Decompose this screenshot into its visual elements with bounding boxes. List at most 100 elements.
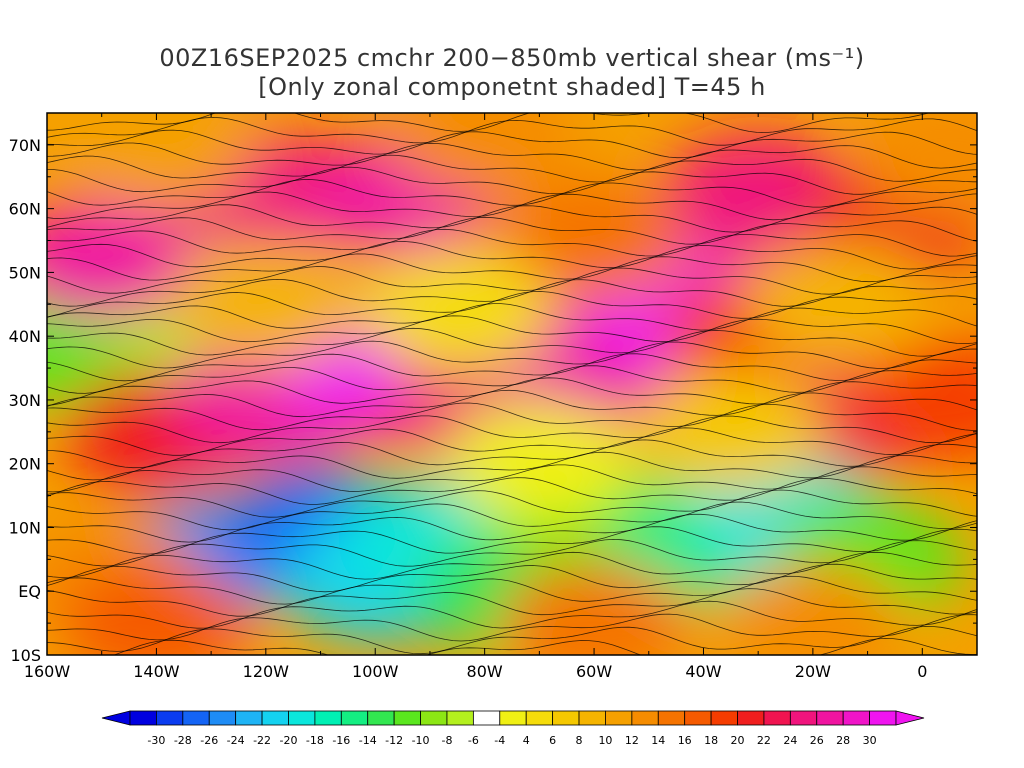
streamline-8 <box>47 204 977 233</box>
colorbar-swatch <box>208 710 237 726</box>
colorbar-swatch <box>578 710 606 726</box>
colorbar-label: -16 <box>332 734 350 747</box>
streamline-33 <box>47 513 977 543</box>
streamline-31 <box>47 489 977 518</box>
shear-region-36 <box>635 369 826 494</box>
colorbar-swatch <box>684 710 712 726</box>
colorbar-label: 28 <box>836 734 850 747</box>
lat-tick-label: 10S <box>10 646 41 665</box>
map-title-line-1: 00Z16SEP2025 cmchr 200−850mb vertical sh… <box>159 44 865 72</box>
colorbar-swatch <box>472 710 501 726</box>
colorbar-label: -8 <box>441 734 452 747</box>
colorbar-label: -26 <box>200 734 218 747</box>
colorbar-swatch <box>235 710 263 726</box>
streamline-37 <box>47 563 977 593</box>
shear-region-24 <box>47 197 197 322</box>
plot-area <box>47 113 977 655</box>
streamline-13 <box>47 266 977 295</box>
colorbar-label: 18 <box>704 734 718 747</box>
streamline-28 <box>47 451 977 481</box>
streamline-11 <box>47 241 977 270</box>
colorbar-label: 6 <box>549 734 556 747</box>
streamline-25 <box>47 415 977 444</box>
colorbar-label: -6 <box>468 734 479 747</box>
shear-region-27 <box>499 178 690 303</box>
colorbar-swatch <box>446 710 474 726</box>
shear-region-37 <box>745 242 936 367</box>
colorbar-label: -30 <box>147 734 165 747</box>
map-title-line-2: [Only zonal componetnt shaded] T=45 h <box>258 73 766 101</box>
streamline-21 <box>47 365 977 394</box>
colorbar-label: 24 <box>783 734 797 747</box>
shear-region-14 <box>717 561 908 655</box>
colorbar-swatch <box>816 710 844 726</box>
colorbar-label: 10 <box>598 734 612 747</box>
lon-tick-label: 80W <box>467 662 503 681</box>
lat-tick-label: 50N <box>9 263 41 282</box>
latitude-axis: 10S EQ 10N 20N 30N 40N 50N 60N 70N <box>9 136 977 665</box>
colorbar-swatch <box>657 710 686 726</box>
streamline-18 <box>47 327 977 357</box>
streamline-1 <box>47 116 977 146</box>
streamline-22 <box>47 377 977 406</box>
colorbar-label: 22 <box>757 734 771 747</box>
streamline-10 <box>47 228 977 257</box>
colorbar-label: 8 <box>576 734 583 747</box>
colorbar-swatch <box>314 710 342 726</box>
longitude-axis: 160W 140W 120W 100W 80W 60W 40W 20W 0 <box>24 113 927 681</box>
lon-tick-label: 160W <box>24 662 71 681</box>
colorbar-swatch <box>869 710 897 726</box>
colorbar-swatch <box>789 710 818 726</box>
colorbar-swatch <box>340 710 369 726</box>
colorbar: -30 -28 -26 -24 -22 -20 -18 -16 -14 -12 -10 -8 -6 -4 4… <box>101 710 925 747</box>
streamline-7 <box>47 191 977 221</box>
colorbar-label: -18 <box>306 734 324 747</box>
shear-region-33 <box>170 242 361 367</box>
colorbar-label: 20 <box>731 734 745 747</box>
colorbar-swatch <box>182 710 210 726</box>
streamline-42 <box>47 625 977 655</box>
colorbar-swatch <box>393 710 421 726</box>
lon-tick-label: 20W <box>795 662 831 681</box>
lat-tick-label: 30N <box>9 391 41 410</box>
colorbar-swatch <box>842 710 870 726</box>
streamline-24 <box>47 402 977 431</box>
shear-region-35 <box>444 401 635 526</box>
shear-region-32 <box>389 113 580 195</box>
streamline-14 <box>47 278 977 307</box>
colorbar-swatch <box>129 710 157 726</box>
colorbar-label: 30 <box>863 734 877 747</box>
plot-frame <box>46 112 978 656</box>
streamline-9 <box>47 216 977 245</box>
colorbar-label: 14 <box>651 734 665 747</box>
lat-tick-label: 60N <box>9 200 41 219</box>
colorbar-swatch <box>288 710 316 726</box>
lon-tick-label: 120W <box>243 662 290 681</box>
colorbar-label: 4 <box>523 734 530 747</box>
lat-tick-label: 70N <box>9 136 41 155</box>
colorbar-swatch <box>261 710 289 726</box>
lat-tick-label: 10N <box>9 518 41 537</box>
streamline-4 <box>47 154 977 183</box>
colorbar-min-arrow <box>101 710 131 726</box>
streamline-3 <box>47 142 977 171</box>
colorbar-label: -24 <box>227 734 245 747</box>
lon-tick-label: 100W <box>352 662 399 681</box>
streamline-40 <box>47 600 977 629</box>
colorbar-swatch <box>763 710 791 726</box>
colorbar-label: -28 <box>174 734 192 747</box>
streamline-38 <box>47 575 977 605</box>
streamline-41 <box>47 613 977 642</box>
streamline-16 <box>47 303 977 331</box>
streamlines <box>47 113 977 655</box>
colorbar-swatch <box>605 710 633 726</box>
lon-tick-label: 0 <box>917 662 927 681</box>
streamline-15 <box>47 291 977 319</box>
streamline-27 <box>47 439 977 469</box>
streamline-34 <box>47 526 977 555</box>
shear-region-34 <box>362 248 553 373</box>
colorbar-swatch <box>631 710 659 726</box>
streamline-20 <box>47 353 977 382</box>
streamline-17 <box>47 315 977 345</box>
colorbar-label: -4 <box>494 734 505 747</box>
